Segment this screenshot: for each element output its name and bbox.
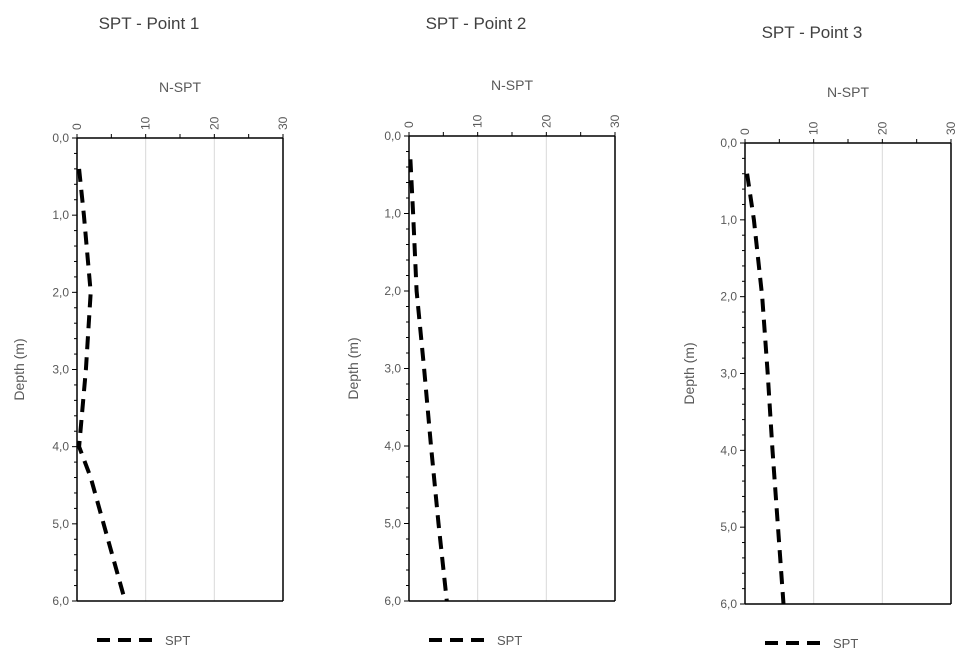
x-tick-label: 0 bbox=[402, 121, 416, 128]
y-axis-title: Depth (m) bbox=[11, 338, 27, 400]
y-tick-label: 5,0 bbox=[52, 517, 69, 531]
x-axis-title: N-SPT bbox=[491, 77, 533, 93]
y-tick-label: 2,0 bbox=[720, 290, 737, 304]
x-axis-title: N-SPT bbox=[159, 79, 201, 95]
chart-3: SPT - Point 3 0 10 20 30 0,0 1,0 2,0 3,0 4,0 5,0 6,… bbox=[681, 23, 958, 651]
y-tick-label: 4,0 bbox=[52, 440, 69, 454]
x-tick-label: 30 bbox=[944, 121, 958, 135]
y-tick-label: 2,0 bbox=[52, 285, 69, 299]
legend-label: SPT bbox=[833, 636, 858, 651]
y-tick-label: 0,0 bbox=[720, 136, 737, 150]
x-tick-label: 20 bbox=[539, 114, 553, 128]
y-tick-label: 6,0 bbox=[384, 594, 401, 608]
chart-title: SPT - Point 2 bbox=[426, 14, 527, 33]
x-tick-label: 0 bbox=[70, 123, 84, 130]
series-line-spt bbox=[745, 173, 786, 605]
x-tick-label: 10 bbox=[139, 116, 153, 130]
legend-label: SPT bbox=[165, 633, 190, 648]
legend-label: SPT bbox=[497, 633, 522, 648]
y-tick-label: 3,0 bbox=[384, 362, 401, 376]
y-tick-label: 2,0 bbox=[384, 284, 401, 298]
chart-title: SPT - Point 3 bbox=[762, 23, 863, 42]
x-axis-title: N-SPT bbox=[827, 84, 869, 100]
y-tick-label: 1,0 bbox=[720, 213, 737, 227]
y-tick-label: 0,0 bbox=[52, 131, 69, 145]
x-tick-label: 0 bbox=[738, 128, 752, 135]
series-line-spt bbox=[77, 168, 128, 602]
y-tick-label: 6,0 bbox=[52, 594, 69, 608]
y-tick-label: 5,0 bbox=[384, 517, 401, 531]
series-line-spt bbox=[408, 159, 449, 602]
x-tick-label: 20 bbox=[207, 116, 221, 130]
y-tick-label: 5,0 bbox=[720, 520, 737, 534]
x-tick-label: 10 bbox=[807, 121, 821, 135]
y-tick-label: 3,0 bbox=[52, 363, 69, 377]
y-tick-label: 3,0 bbox=[720, 367, 737, 381]
y-axis-title: Depth (m) bbox=[345, 337, 361, 399]
y-tick-label: 6,0 bbox=[720, 597, 737, 611]
chart-2: SPT - Point 2 0 10 20 30 0,0 1,0 2,0 3,0 4,0 5,0 6,… bbox=[345, 14, 622, 648]
y-tick-label: 1,0 bbox=[384, 207, 401, 221]
x-tick-label: 30 bbox=[276, 116, 290, 130]
y-tick-label: 4,0 bbox=[384, 439, 401, 453]
y-axis-title: Depth (m) bbox=[681, 342, 697, 404]
x-tick-label: 20 bbox=[875, 121, 889, 135]
x-tick-label: 10 bbox=[471, 114, 485, 128]
y-tick-label: 1,0 bbox=[52, 208, 69, 222]
x-tick-label: 30 bbox=[608, 114, 622, 128]
chart-1: SPT - Point 1 0 10 20 30 0,0 1,0 2,0 3,0 4,0 5,0 6,… bbox=[11, 14, 290, 648]
y-tick-label: 4,0 bbox=[720, 443, 737, 457]
y-tick-label: 0,0 bbox=[384, 129, 401, 143]
chart-title: SPT - Point 1 bbox=[99, 14, 200, 33]
